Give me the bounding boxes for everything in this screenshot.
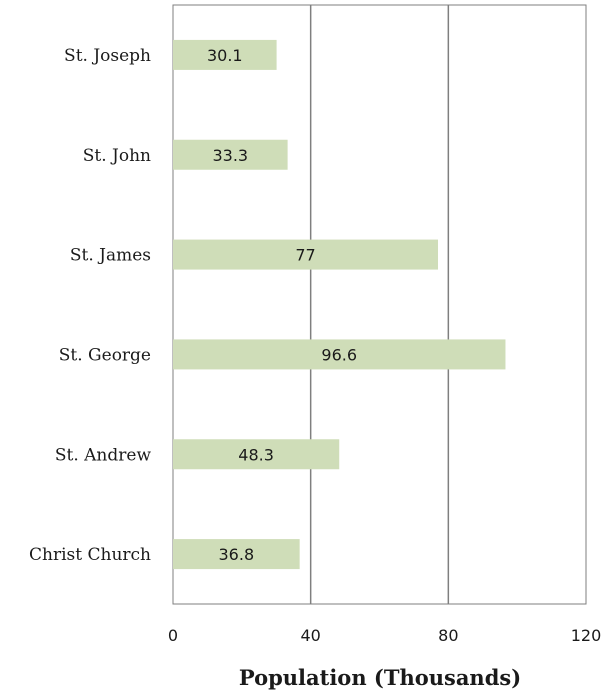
category-label: St. George: [59, 345, 151, 365]
data-label: 36.8: [219, 545, 255, 564]
bar: [173, 439, 340, 470]
gridlines: [172, 4, 587, 605]
category-label: Christ Church: [29, 545, 151, 565]
bar: [173, 139, 288, 170]
category-labels: St. Joseph St. John St. James St. George St.…: [29, 46, 151, 565]
category-label: St. John: [83, 146, 151, 166]
plot-area-border: [172, 4, 587, 605]
x-tick-labels: 0 40 80 120: [168, 626, 601, 645]
category-label: St. Andrew: [55, 445, 152, 465]
bar: [173, 39, 277, 70]
category-label: St. Joseph: [64, 46, 151, 66]
data-label: 33.3: [212, 146, 248, 165]
data-label: 30.1: [207, 46, 243, 65]
bar: [173, 539, 300, 570]
x-tick-label: 120: [571, 626, 602, 645]
category-label: St. James: [70, 246, 151, 266]
bars: [173, 39, 506, 570]
x-axis-title: Population (Thousands): [239, 665, 521, 690]
data-label: 96.6: [321, 345, 357, 364]
data-label: 77: [295, 246, 315, 265]
x-tick-label: 80: [438, 626, 458, 645]
bar: [173, 239, 439, 270]
data-label: 48.3: [238, 445, 274, 464]
x-tick-label: 40: [300, 626, 320, 645]
bar: [173, 339, 506, 370]
data-labels: 30.1 33.3 77 96.6 48.3 36.8: [207, 46, 357, 564]
x-tick-label: 0: [168, 626, 178, 645]
